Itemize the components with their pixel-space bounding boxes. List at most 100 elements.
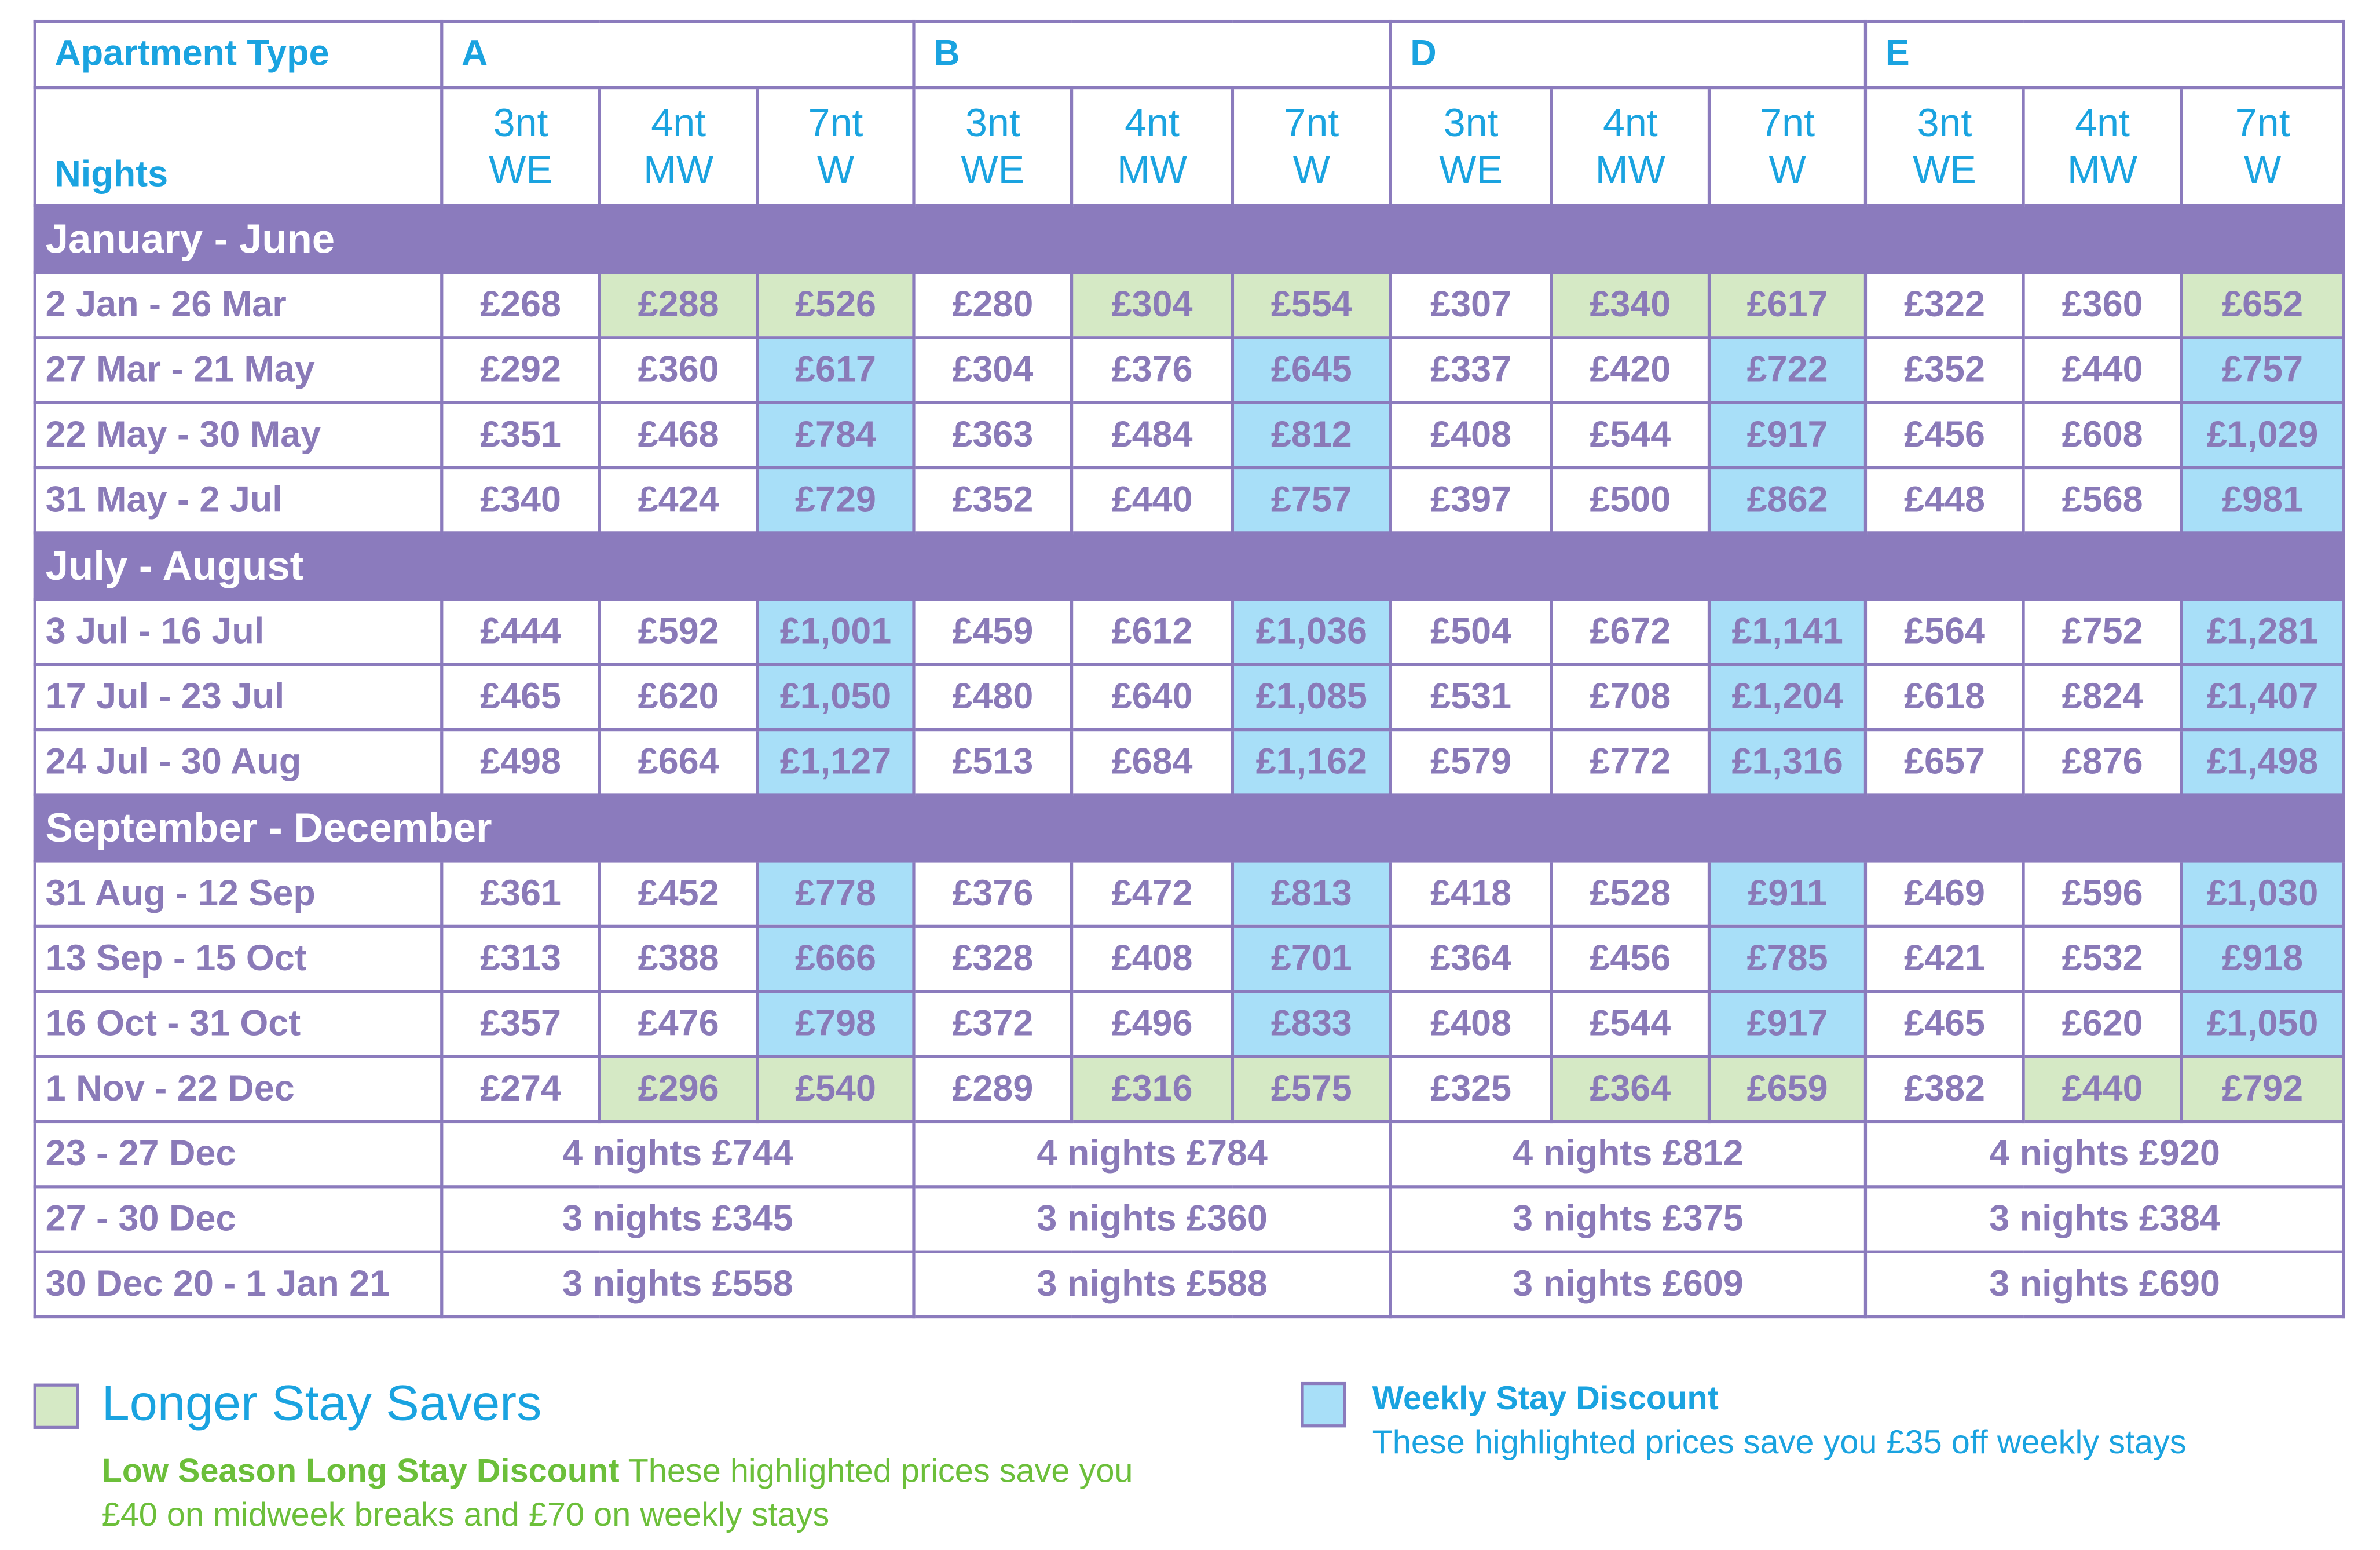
price-cell: £540 — [756, 1055, 916, 1124]
price-cell: £1,001 — [756, 598, 916, 666]
price-cell: £708 — [1550, 663, 1711, 732]
price-cell: £532 — [2022, 924, 2183, 993]
header-row: Apartment Type A B D E — [33, 19, 2346, 90]
offer-cell: 4 nights £812 — [1389, 1120, 1868, 1189]
price-cell: £659 — [1708, 1055, 1868, 1124]
nights-header: 7nt W — [1231, 86, 1392, 208]
price-cell: £376 — [1070, 336, 1235, 404]
price-cell: £328 — [912, 924, 1074, 993]
price-cell: £785 — [1708, 924, 1868, 993]
price-cell: £729 — [756, 466, 916, 535]
price-cell: £420 — [1550, 336, 1711, 404]
price-cell: £468 — [598, 401, 759, 470]
price-cell: £448 — [1864, 466, 2025, 535]
price-cell: £444 — [440, 598, 601, 666]
price-cell: £833 — [1231, 990, 1392, 1058]
date-range: 3 Jul - 16 Jul — [33, 598, 444, 666]
price-cell: £701 — [1231, 924, 1392, 993]
price-cell: £640 — [1070, 663, 1235, 732]
legend-description: These highlighted prices save you £40 on… — [101, 1452, 1133, 1534]
price-row: 27 Mar - 21 May £292 £360 £617 £304 £376 £645 £… — [33, 336, 2346, 404]
price-cell: £752 — [2022, 598, 2183, 666]
price-cell: £918 — [2180, 924, 2346, 993]
price-cell: £357 — [440, 990, 601, 1058]
price-cell: £784 — [756, 401, 916, 470]
price-cell: £372 — [912, 990, 1074, 1058]
nights-count: 7nt — [808, 100, 863, 145]
offer-cell: 3 nights £588 — [912, 1250, 1392, 1319]
nights-count: 7nt — [1284, 100, 1339, 145]
price-cell: £620 — [598, 663, 759, 732]
section-row: July - August — [33, 531, 2346, 601]
price-cell: £1,036 — [1231, 598, 1392, 666]
nights-days: W — [816, 147, 855, 192]
price-cell: £608 — [2022, 401, 2183, 470]
price-cell: £363 — [912, 401, 1074, 470]
legend-title: Longer Stay Savers — [101, 1374, 542, 1431]
price-cell: £531 — [1389, 663, 1553, 732]
price-cell: £469 — [1864, 860, 2025, 928]
date-range: 22 May - 30 May — [33, 401, 444, 470]
price-row: 31 May - 2 Jul £340 £424 £729 £352 £440 £757 £3… — [33, 466, 2346, 535]
price-cell: £568 — [2022, 466, 2183, 535]
price-cell: £778 — [756, 860, 916, 928]
price-cell: £1,085 — [1231, 663, 1392, 732]
price-cell: £440 — [2022, 336, 2183, 404]
nights-days: MW — [2067, 147, 2138, 192]
price-cell: £296 — [598, 1055, 759, 1124]
header-label: Nights — [33, 86, 444, 208]
price-cell: £981 — [2180, 466, 2346, 535]
apartment-type: A — [440, 19, 916, 90]
price-cell: £337 — [1389, 336, 1553, 404]
price-cell: £408 — [1389, 401, 1553, 470]
price-cell: £575 — [1231, 1055, 1392, 1124]
price-cell: £280 — [912, 270, 1074, 339]
price-cell: £382 — [1864, 1055, 2025, 1124]
price-cell: £813 — [1231, 860, 1392, 928]
price-cell: £484 — [1070, 401, 1235, 470]
price-row: 23 - 27 Dec 4 nights £744 4 nights £784 4 n… — [33, 1120, 2346, 1189]
price-cell: £304 — [1070, 270, 1235, 339]
price-cell: £544 — [1550, 990, 1711, 1058]
offer-cell: 4 nights £784 — [912, 1120, 1392, 1189]
price-row: 2 Jan - 26 Mar £268 £288 £526 £280 £304 £554 £3… — [33, 270, 2346, 339]
header-row: Nights 3nt WE 4nt MW 7nt W 3nt WE 4nt MW 7nt W 3nt WE 4… — [33, 86, 2346, 208]
price-table: Apartment Type A B D E Nights 3nt WE 4nt MW 7nt W 3n… — [33, 19, 2346, 1319]
price-cell: £798 — [756, 990, 916, 1058]
nights-count: 3nt — [965, 100, 1020, 145]
price-cell: £325 — [1389, 1055, 1553, 1124]
apartment-type: E — [1864, 19, 2346, 90]
legend-swatch — [33, 1383, 79, 1429]
nights-days: W — [2243, 147, 2282, 192]
nights-header: 4nt MW — [598, 86, 759, 208]
price-cell: £757 — [1231, 466, 1392, 535]
price-cell: £496 — [1070, 990, 1235, 1058]
price-cell: £268 — [440, 270, 601, 339]
nights-header: 4nt MW — [1550, 86, 1711, 208]
price-row: 24 Jul - 30 Aug £498 £664 £1,127 £513 £684 £1,… — [33, 728, 2346, 796]
price-cell: £352 — [912, 466, 1074, 535]
legend-subtitle: Low Season Long Stay Discount — [101, 1452, 620, 1490]
price-cell: £465 — [440, 663, 601, 732]
price-cell: £360 — [2022, 270, 2183, 339]
price-cell: £360 — [598, 336, 759, 404]
nights-count: 4nt — [1602, 100, 1658, 145]
price-cell: £1,162 — [1231, 728, 1392, 796]
price-cell: £480 — [912, 663, 1074, 732]
price-cell: £340 — [1550, 270, 1711, 339]
price-cell: £418 — [1389, 860, 1553, 928]
nights-days: MW — [643, 147, 714, 192]
nights-days: WE — [1913, 147, 1976, 192]
nights-count: 4nt — [1125, 100, 1180, 145]
offer-cell: 3 nights £345 — [440, 1185, 916, 1253]
price-row: 16 Oct - 31 Oct £357 £476 £798 £372 £496 £833 £… — [33, 990, 2346, 1058]
price-cell: £612 — [1070, 598, 1235, 666]
date-range: 27 - 30 Dec — [33, 1185, 444, 1253]
price-row: 31 Aug - 12 Sep £361 £452 £778 £376 £472 £813 £… — [33, 860, 2346, 928]
nights-count: 3nt — [1917, 100, 1972, 145]
nights-days: W — [1768, 147, 1806, 192]
price-cell: £498 — [440, 728, 601, 796]
price-cell: £351 — [440, 401, 601, 470]
nights-header: 7nt W — [1708, 86, 1868, 208]
